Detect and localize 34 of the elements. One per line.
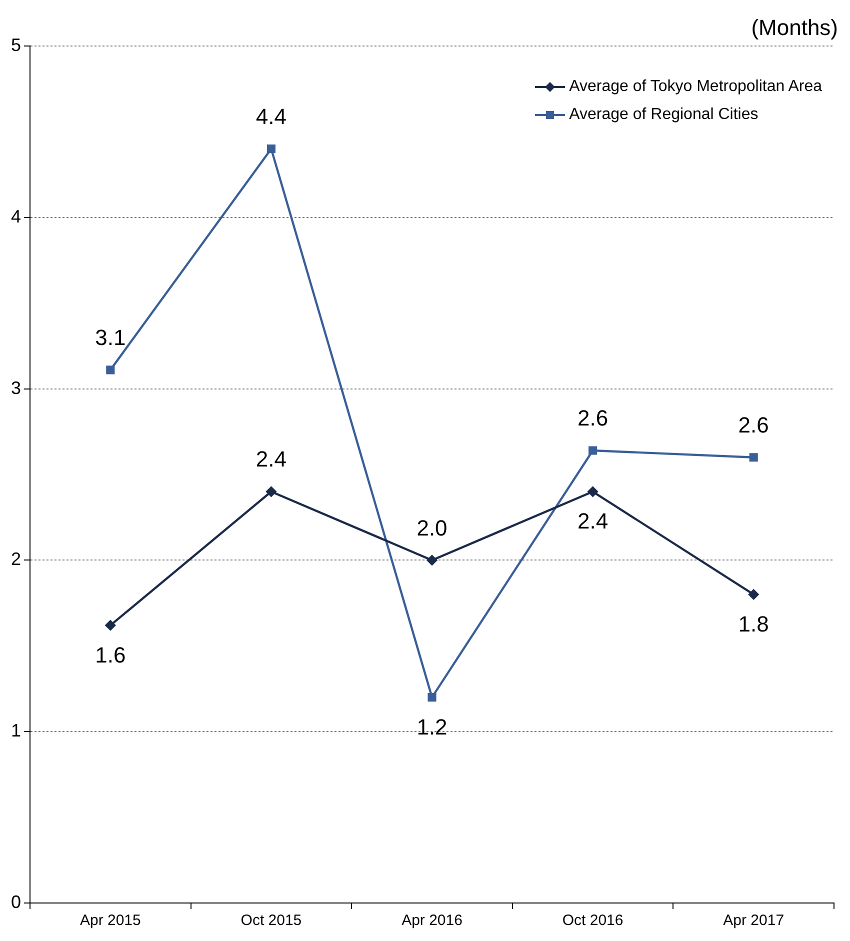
y-tick-label: 5	[10, 34, 22, 55]
point	[749, 453, 758, 462]
point	[426, 555, 438, 566]
data-label: 2.4	[256, 446, 287, 472]
x-tick-label: Apr 2016	[402, 912, 462, 930]
data-label: 2.0	[416, 515, 448, 540]
point	[428, 693, 436, 702]
data-label: 1.2	[416, 714, 448, 740]
point	[748, 589, 759, 600]
x-tick-label: Oct 2015	[240, 912, 302, 930]
y-tick-label: 0	[10, 892, 22, 912]
point	[588, 486, 598, 497]
x-tick-label: Oct 2016	[562, 912, 624, 930]
data-label: 1.8	[738, 612, 769, 637]
legend-label: Average of Tokyo Metropolitan Area	[569, 78, 822, 96]
legend-label: Average of Regional Cities	[569, 106, 758, 124]
point	[105, 620, 116, 630]
x-tick-label: Apr 2017	[723, 912, 784, 930]
data-label: 1.6	[95, 642, 126, 668]
y-tick-label: 3	[10, 378, 22, 398]
point	[588, 446, 598, 455]
point	[106, 366, 115, 374]
data-label: 4.4	[256, 104, 287, 129]
point	[266, 486, 276, 497]
data-label: 2.4	[578, 508, 608, 534]
y-tick-label: 1	[10, 720, 22, 741]
y-tick-label: 4	[10, 206, 22, 226]
data-label: 2.6	[578, 406, 608, 431]
data-label: 3.1	[95, 325, 126, 350]
y-axis-title: (Months)	[751, 15, 838, 40]
x-tick-label: Apr 2015	[80, 912, 141, 930]
data-label: 2.6	[738, 412, 769, 438]
y-tick-label: 2	[10, 549, 22, 570]
point	[266, 144, 276, 154]
